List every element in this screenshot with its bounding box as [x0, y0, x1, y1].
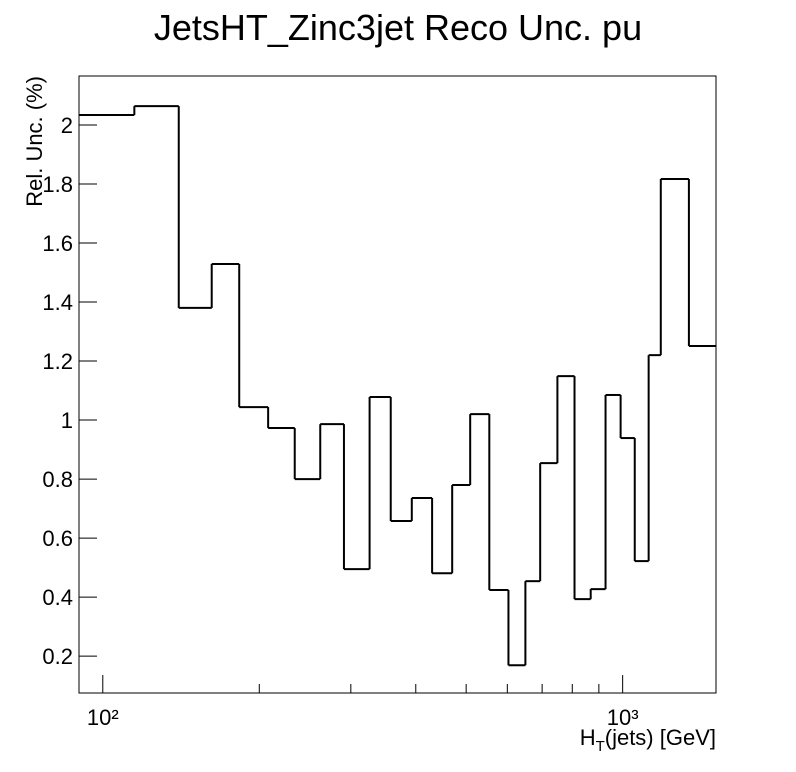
y-tick-label: 1 — [61, 408, 73, 433]
y-tick-label: 1.2 — [42, 349, 73, 374]
x-axis-label: HT(jets) [GeV] — [580, 725, 716, 755]
x-tick-label: 10³ — [607, 705, 639, 730]
y-tick-label: 1.8 — [42, 172, 73, 197]
y-tick-label: 0.2 — [42, 644, 73, 669]
y-tick-label: 0.8 — [42, 467, 73, 492]
y-tick-label: 0.6 — [42, 526, 73, 551]
y-tick-label: 1.6 — [42, 231, 73, 256]
y-tick-label: 1.4 — [42, 290, 73, 315]
chart-title: JetsHT_Zinc3jet Reco Unc. pu — [154, 7, 642, 48]
y-tick-label: 0.4 — [42, 585, 73, 610]
x-label-main: H — [580, 725, 596, 750]
y-axis-label: Rel. Unc. (%) — [22, 76, 47, 207]
y-tick-label: 2 — [61, 113, 73, 138]
x-label-rest: (jets) [GeV] — [605, 725, 716, 750]
plot-frame — [78, 75, 717, 694]
x-label-sub: T — [596, 738, 605, 755]
x-tick-label: 10² — [87, 705, 119, 730]
